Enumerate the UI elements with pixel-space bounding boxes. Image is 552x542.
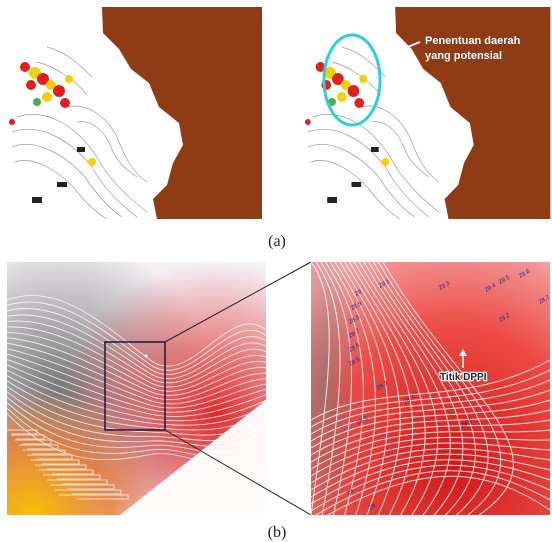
annotation: yang potensial — [425, 50, 502, 62]
caption: (b) — [268, 524, 287, 541]
annotation: Titik DPPI — [440, 372, 487, 383]
map-a-left — [7, 7, 262, 219]
caption: (a) — [268, 233, 286, 250]
map-b-left — [7, 262, 266, 515]
annotation: Penentuan daerah — [425, 35, 521, 47]
figure: Penentuan daerah yang potensial (a) 2928… — [0, 0, 552, 542]
